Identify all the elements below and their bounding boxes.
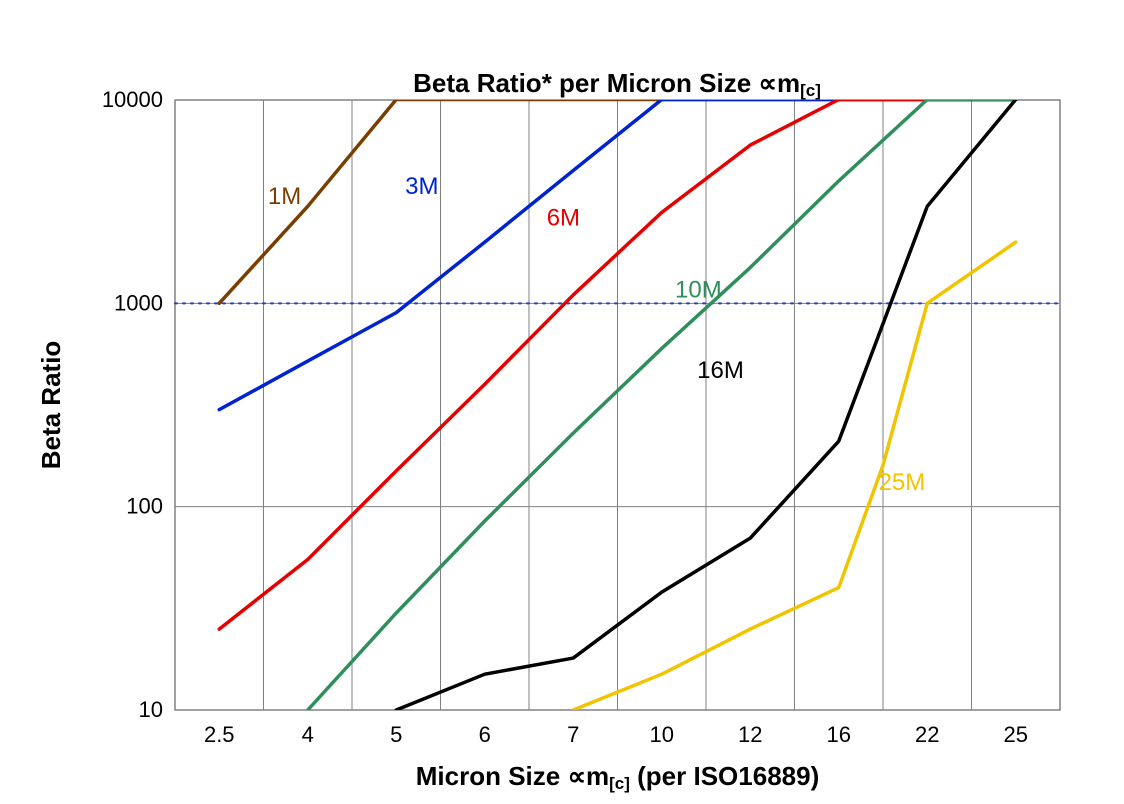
series-label-3m: 3M (405, 173, 438, 200)
x-tick-label: 6 (479, 722, 491, 747)
x-tick-label: 5 (390, 722, 402, 747)
x-tick-label: 2.5 (204, 722, 235, 747)
series-label-1m: 1M (268, 183, 301, 210)
chart-title: Beta Ratio* per Micron Size ∝m[c] (413, 68, 821, 100)
series-label-25m: 25M (879, 469, 926, 496)
y-tick-label: 100 (126, 494, 163, 519)
series-label-16m: 16M (697, 357, 744, 384)
x-tick-label: 7 (567, 722, 579, 747)
x-tick-label: 25 (1004, 722, 1028, 747)
series-label-10m: 10M (675, 276, 722, 303)
x-tick-label: 22 (915, 722, 939, 747)
y-tick-label: 10000 (102, 87, 163, 112)
x-tick-label: 12 (738, 722, 762, 747)
y-tick-label: 1000 (114, 290, 163, 315)
chart-background (0, 0, 1124, 804)
chart-svg: 1M 3M 6M 10M 16M 25M 2.5 4 5 6 7 10 12 16 22 25 10 100 100… (0, 0, 1124, 804)
x-tick-label: 4 (302, 722, 314, 747)
chart-container: 1M 3M 6M 10M 16M 25M 2.5 4 5 6 7 10 12 16 22 25 10 100 100… (0, 0, 1124, 804)
x-tick-label: 16 (827, 722, 851, 747)
x-tick-label: 10 (650, 722, 674, 747)
series-label-6m: 6M (547, 204, 580, 231)
y-axis-label: Beta Ratio (36, 341, 66, 470)
y-tick-label: 10 (139, 697, 163, 722)
